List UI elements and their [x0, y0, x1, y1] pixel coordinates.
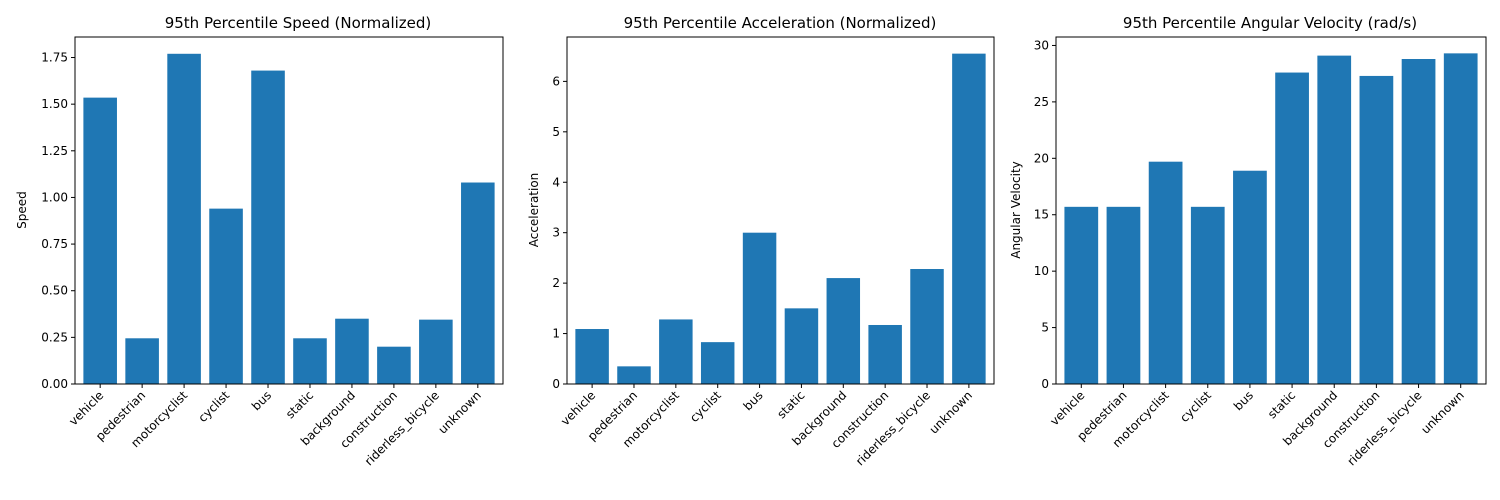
y-tick-label: 5 — [552, 125, 560, 139]
y-tick-label: 20 — [1034, 151, 1049, 165]
bar-cyclist — [700, 342, 735, 384]
bar-pedestrian — [617, 366, 651, 384]
bar-cyclist — [209, 208, 243, 384]
y-tick-label: 0.50 — [41, 284, 68, 298]
y-tick-label: 3 — [552, 226, 560, 240]
y-tick-label: 1 — [552, 327, 560, 341]
bar-vehicle — [83, 97, 117, 384]
bar-bus — [742, 232, 777, 384]
plot-frame — [566, 36, 995, 385]
chart-title: 95th Percentile Angular Velocity (rad/s) — [1123, 14, 1417, 32]
plot-frame — [74, 36, 504, 385]
bar-riderless_bicycle — [1401, 59, 1436, 384]
chart-title: 95th Percentile Speed (Normalized) — [165, 14, 432, 32]
bar-pedestrian — [1106, 206, 1141, 384]
y-tick-label: 15 — [1034, 208, 1049, 222]
bar-background — [1317, 55, 1352, 385]
y-tick-label: 1.75 — [41, 51, 68, 65]
bar-construction — [377, 346, 411, 384]
y-tick-label: 0 — [552, 377, 560, 391]
y-tick-label: 1.25 — [41, 144, 68, 158]
y-tick-label: 1.50 — [41, 97, 68, 111]
bar-unknown — [952, 53, 986, 384]
y-axis-label: Acceleration — [527, 173, 541, 248]
bar-motorcyclist — [659, 319, 693, 384]
bar-background — [826, 278, 861, 384]
bar-motorcyclist — [1148, 161, 1183, 384]
y-tick-label: 0 — [1041, 377, 1049, 391]
y-tick-label: 10 — [1034, 264, 1049, 278]
y-tick-label: 0.25 — [41, 330, 68, 344]
bar-static — [293, 338, 327, 384]
plot-frame — [1055, 36, 1487, 385]
y-tick-label: 0.00 — [41, 377, 68, 391]
bar-vehicle — [1064, 206, 1099, 384]
bar-motorcyclist — [167, 53, 201, 384]
y-tick-label: 2 — [552, 276, 560, 290]
y-tick-label: 1.00 — [41, 190, 68, 204]
y-tick-label: 6 — [552, 74, 560, 88]
bar-unknown — [461, 182, 495, 384]
bar-static — [784, 308, 819, 384]
y-tick-label: 0.75 — [41, 237, 68, 251]
bar-construction — [1359, 75, 1394, 385]
y-tick-label: 30 — [1034, 38, 1049, 52]
bar-cyclist — [1190, 206, 1225, 384]
bar-bus — [1233, 170, 1267, 384]
bar-background — [335, 318, 369, 384]
bar-construction — [868, 324, 902, 384]
y-tick-label: 25 — [1034, 95, 1049, 109]
y-axis-label: Speed — [15, 191, 29, 229]
y-axis-label: Angular Velocity — [1009, 161, 1023, 259]
bar-static — [1275, 72, 1309, 385]
chart-title: 95th Percentile Acceleration (Normalized… — [624, 14, 937, 32]
y-tick-label: 4 — [552, 175, 560, 189]
bar-unknown — [1443, 53, 1478, 385]
bar-pedestrian — [125, 338, 159, 384]
bar-riderless_bicycle — [419, 319, 453, 384]
bar-riderless_bicycle — [910, 269, 944, 384]
bar-bus — [251, 70, 285, 384]
bar-vehicle — [575, 329, 609, 384]
y-tick-label: 5 — [1041, 321, 1049, 335]
